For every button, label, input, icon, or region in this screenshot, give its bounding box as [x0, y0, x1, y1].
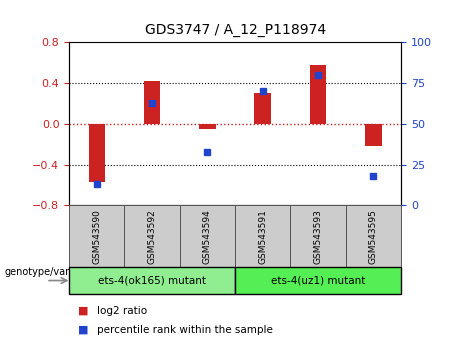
Text: log2 ratio: log2 ratio [97, 306, 147, 316]
Text: genotype/variation: genotype/variation [5, 267, 97, 277]
Bar [254, 93, 271, 124]
Bar [310, 65, 326, 124]
Text: GSM543593: GSM543593 [313, 209, 323, 264]
Text: ets-4(uz1) mutant: ets-4(uz1) mutant [271, 275, 365, 286]
Text: ■: ■ [78, 306, 89, 316]
Bar [365, 124, 382, 146]
Text: GSM543594: GSM543594 [203, 209, 212, 264]
Text: GSM543595: GSM543595 [369, 209, 378, 264]
Text: percentile rank within the sample: percentile rank within the sample [97, 325, 273, 335]
Text: GSM543592: GSM543592 [148, 209, 157, 264]
Bar [89, 124, 105, 182]
Text: ets-4(ok165) mutant: ets-4(ok165) mutant [98, 275, 206, 286]
Text: GSM543591: GSM543591 [258, 209, 267, 264]
Bar [199, 124, 216, 129]
Bar [144, 81, 160, 124]
Title: GDS3747 / A_12_P118974: GDS3747 / A_12_P118974 [145, 23, 325, 37]
Text: GSM543590: GSM543590 [92, 209, 101, 264]
Text: ■: ■ [78, 325, 89, 335]
